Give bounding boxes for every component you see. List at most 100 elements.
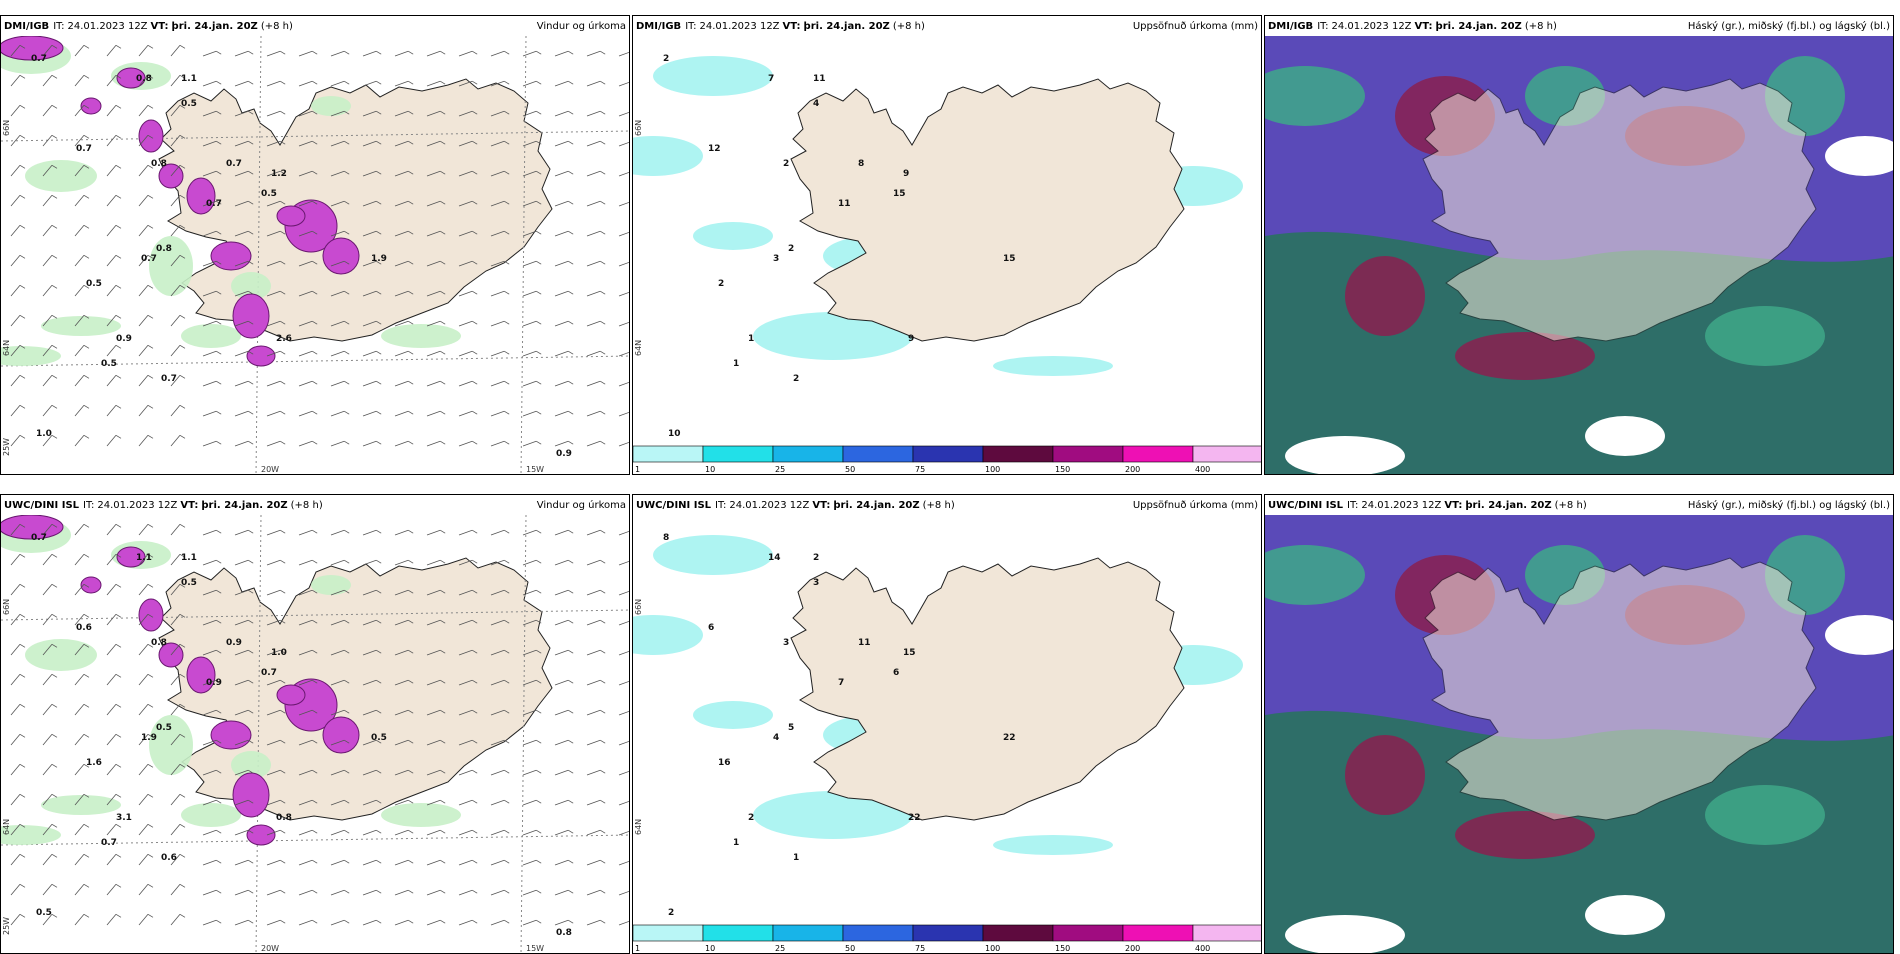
- snow-precip-area: [210, 241, 252, 271]
- colorbar-tick: 1: [635, 944, 640, 953]
- iceland-coastline: [1422, 78, 1817, 342]
- value-label: 2: [748, 813, 754, 823]
- colorbar-swatch: [772, 445, 844, 463]
- value-label: 0.7: [261, 668, 277, 678]
- lead-time: (+8 h): [260, 20, 293, 32]
- axis-labels: 20W 15W 66N 64N 25W: [2, 120, 544, 474]
- colorbar-swatch: [1192, 924, 1261, 942]
- value-label: 2: [668, 908, 674, 918]
- axis-labels: 66N 64N: [634, 120, 643, 356]
- value-label: 7: [838, 678, 844, 688]
- init-time-label: IT:: [1317, 20, 1329, 32]
- colorbar-tick: 100: [985, 465, 1000, 474]
- value-label: 0.8: [136, 74, 152, 84]
- value-label: 0.7: [76, 144, 92, 154]
- panel-header: DMI/IGB IT: 24.01.2023 12Z VT: þri. 24.j…: [1265, 16, 1893, 36]
- colorbar-tick: 50: [845, 944, 855, 953]
- map-area: 2711412289151115923211221066N64N: [633, 36, 1261, 474]
- value-label: 0.6: [161, 853, 177, 863]
- init-time: 24.01.2023 12Z: [729, 499, 810, 511]
- init-time: 24.01.2023 12Z: [1331, 20, 1412, 32]
- valid-time: þri. 24.jan. 20Z: [201, 499, 288, 511]
- value-label: 2: [663, 54, 669, 64]
- lat-label: 64N: [634, 340, 643, 356]
- precip-area: [25, 639, 97, 671]
- value-label: 3: [773, 254, 779, 264]
- map-area: 0.7 1.1 1.1 0.5 0.6 0.8 0.9 1.0 0.7 0.9 0.5 0.8 0.5 1…: [1, 515, 629, 953]
- colorbar-swatch: [772, 924, 844, 942]
- value-label: 1.9: [371, 254, 387, 264]
- precip-area: [993, 356, 1113, 376]
- init-time-label: IT:: [685, 20, 697, 32]
- value-labels: 0.71.1 1.10.50.60.8 0.91.00.70.90.50.80.51…: [31, 533, 572, 938]
- clear-sky-patch: [1585, 895, 1665, 935]
- value-label: 22: [908, 813, 921, 823]
- panel-title: Uppsöfnuð úrkoma (mm): [1132, 20, 1258, 32]
- colorbar-swatch: [912, 924, 984, 942]
- precip-area: [1, 346, 61, 366]
- snow-precip-area: [186, 656, 216, 694]
- init-time-label: IT:: [83, 499, 95, 511]
- colorbar-swatch: [1192, 445, 1261, 463]
- value-labels: 81423631115672222541621132: [663, 533, 1194, 938]
- precip-area: [753, 312, 913, 360]
- value-label: 1.9: [141, 733, 157, 743]
- clear-sky-patch: [1285, 436, 1405, 474]
- cloud-patch: [1345, 256, 1425, 336]
- precip-area: [181, 803, 241, 827]
- graticule: [1, 36, 629, 474]
- value-label: 0.8: [151, 638, 167, 648]
- snow-precip-area: [232, 293, 270, 339]
- init-time: 24.01.2023 12Z: [67, 20, 148, 32]
- lat-label: 64N: [2, 819, 11, 835]
- map-panel-1: DMI/IGB IT: 24.01.2023 12Z VT: þri. 24.j…: [0, 15, 630, 475]
- clear-sky-patch: [1825, 615, 1893, 655]
- value-label: 1.0: [36, 429, 52, 439]
- value-label: 1: [793, 853, 799, 863]
- colorbar-swatch: [702, 924, 774, 942]
- colorbar-tick: 200: [1125, 944, 1140, 953]
- valid-time-label: VT:: [812, 499, 831, 511]
- snow-precip-area: [1, 515, 64, 540]
- colorbar-swatch: [982, 924, 1054, 942]
- map-panel-5: UWC/DINI ISL IT: 24.01.2023 12Z VT: þri.…: [632, 494, 1262, 954]
- model-source: UWC/DINI ISL: [1268, 499, 1344, 511]
- value-label: 2: [788, 244, 794, 254]
- precip-area: [993, 835, 1113, 855]
- snow-precip-area: [246, 824, 276, 846]
- snow-precip-area: [210, 720, 252, 750]
- map-panel-6: UWC/DINI ISL IT: 24.01.2023 12Z VT: þri.…: [1264, 494, 1894, 954]
- panel-title: Vindur og úrkoma: [536, 499, 626, 511]
- precip-area: [181, 324, 241, 348]
- value-label: 3: [783, 638, 789, 648]
- snow-precip-area: [80, 576, 102, 594]
- valid-time: þri. 24.jan. 20Z: [803, 20, 890, 32]
- colorbar-tick: 1: [635, 465, 640, 474]
- iceland-coastline: [790, 557, 1185, 821]
- value-label: 1: [748, 334, 754, 344]
- init-time: 24.01.2023 12Z: [699, 20, 780, 32]
- snow-precip-area: [322, 716, 360, 754]
- clear-sky-patch: [1285, 915, 1405, 953]
- lat-label: 66N: [634, 599, 643, 615]
- panel-header: DMI/IGB IT: 24.01.2023 12Z VT: þri. 24.j…: [1, 16, 629, 36]
- cloud-patch: [1705, 306, 1825, 366]
- value-label: 3: [813, 578, 819, 588]
- snow-precip-area: [322, 237, 360, 275]
- valid-time: þri. 24.jan. 20Z: [1465, 499, 1552, 511]
- graticule: [1, 515, 629, 953]
- map-panel-4: UWC/DINI ISL IT: 24.01.2023 12Z VT: þri.…: [0, 494, 630, 954]
- init-time-label: IT:: [715, 499, 727, 511]
- value-label: 1.1: [181, 553, 197, 563]
- value-label: 0.5: [181, 578, 197, 588]
- colorbar-swatch: [633, 445, 704, 463]
- model-source: UWC/DINI ISL: [4, 499, 80, 511]
- value-label: 4: [813, 99, 819, 109]
- valid-time: þri. 24.jan. 20Z: [1435, 20, 1522, 32]
- snow-precip-area: [232, 772, 270, 818]
- precip-area: [231, 272, 271, 300]
- lead-time: (+8 h): [1554, 499, 1587, 511]
- colorbar-tick: 25: [775, 944, 785, 953]
- lon-label: 15W: [526, 944, 544, 953]
- colorbar-swatch: [912, 445, 984, 463]
